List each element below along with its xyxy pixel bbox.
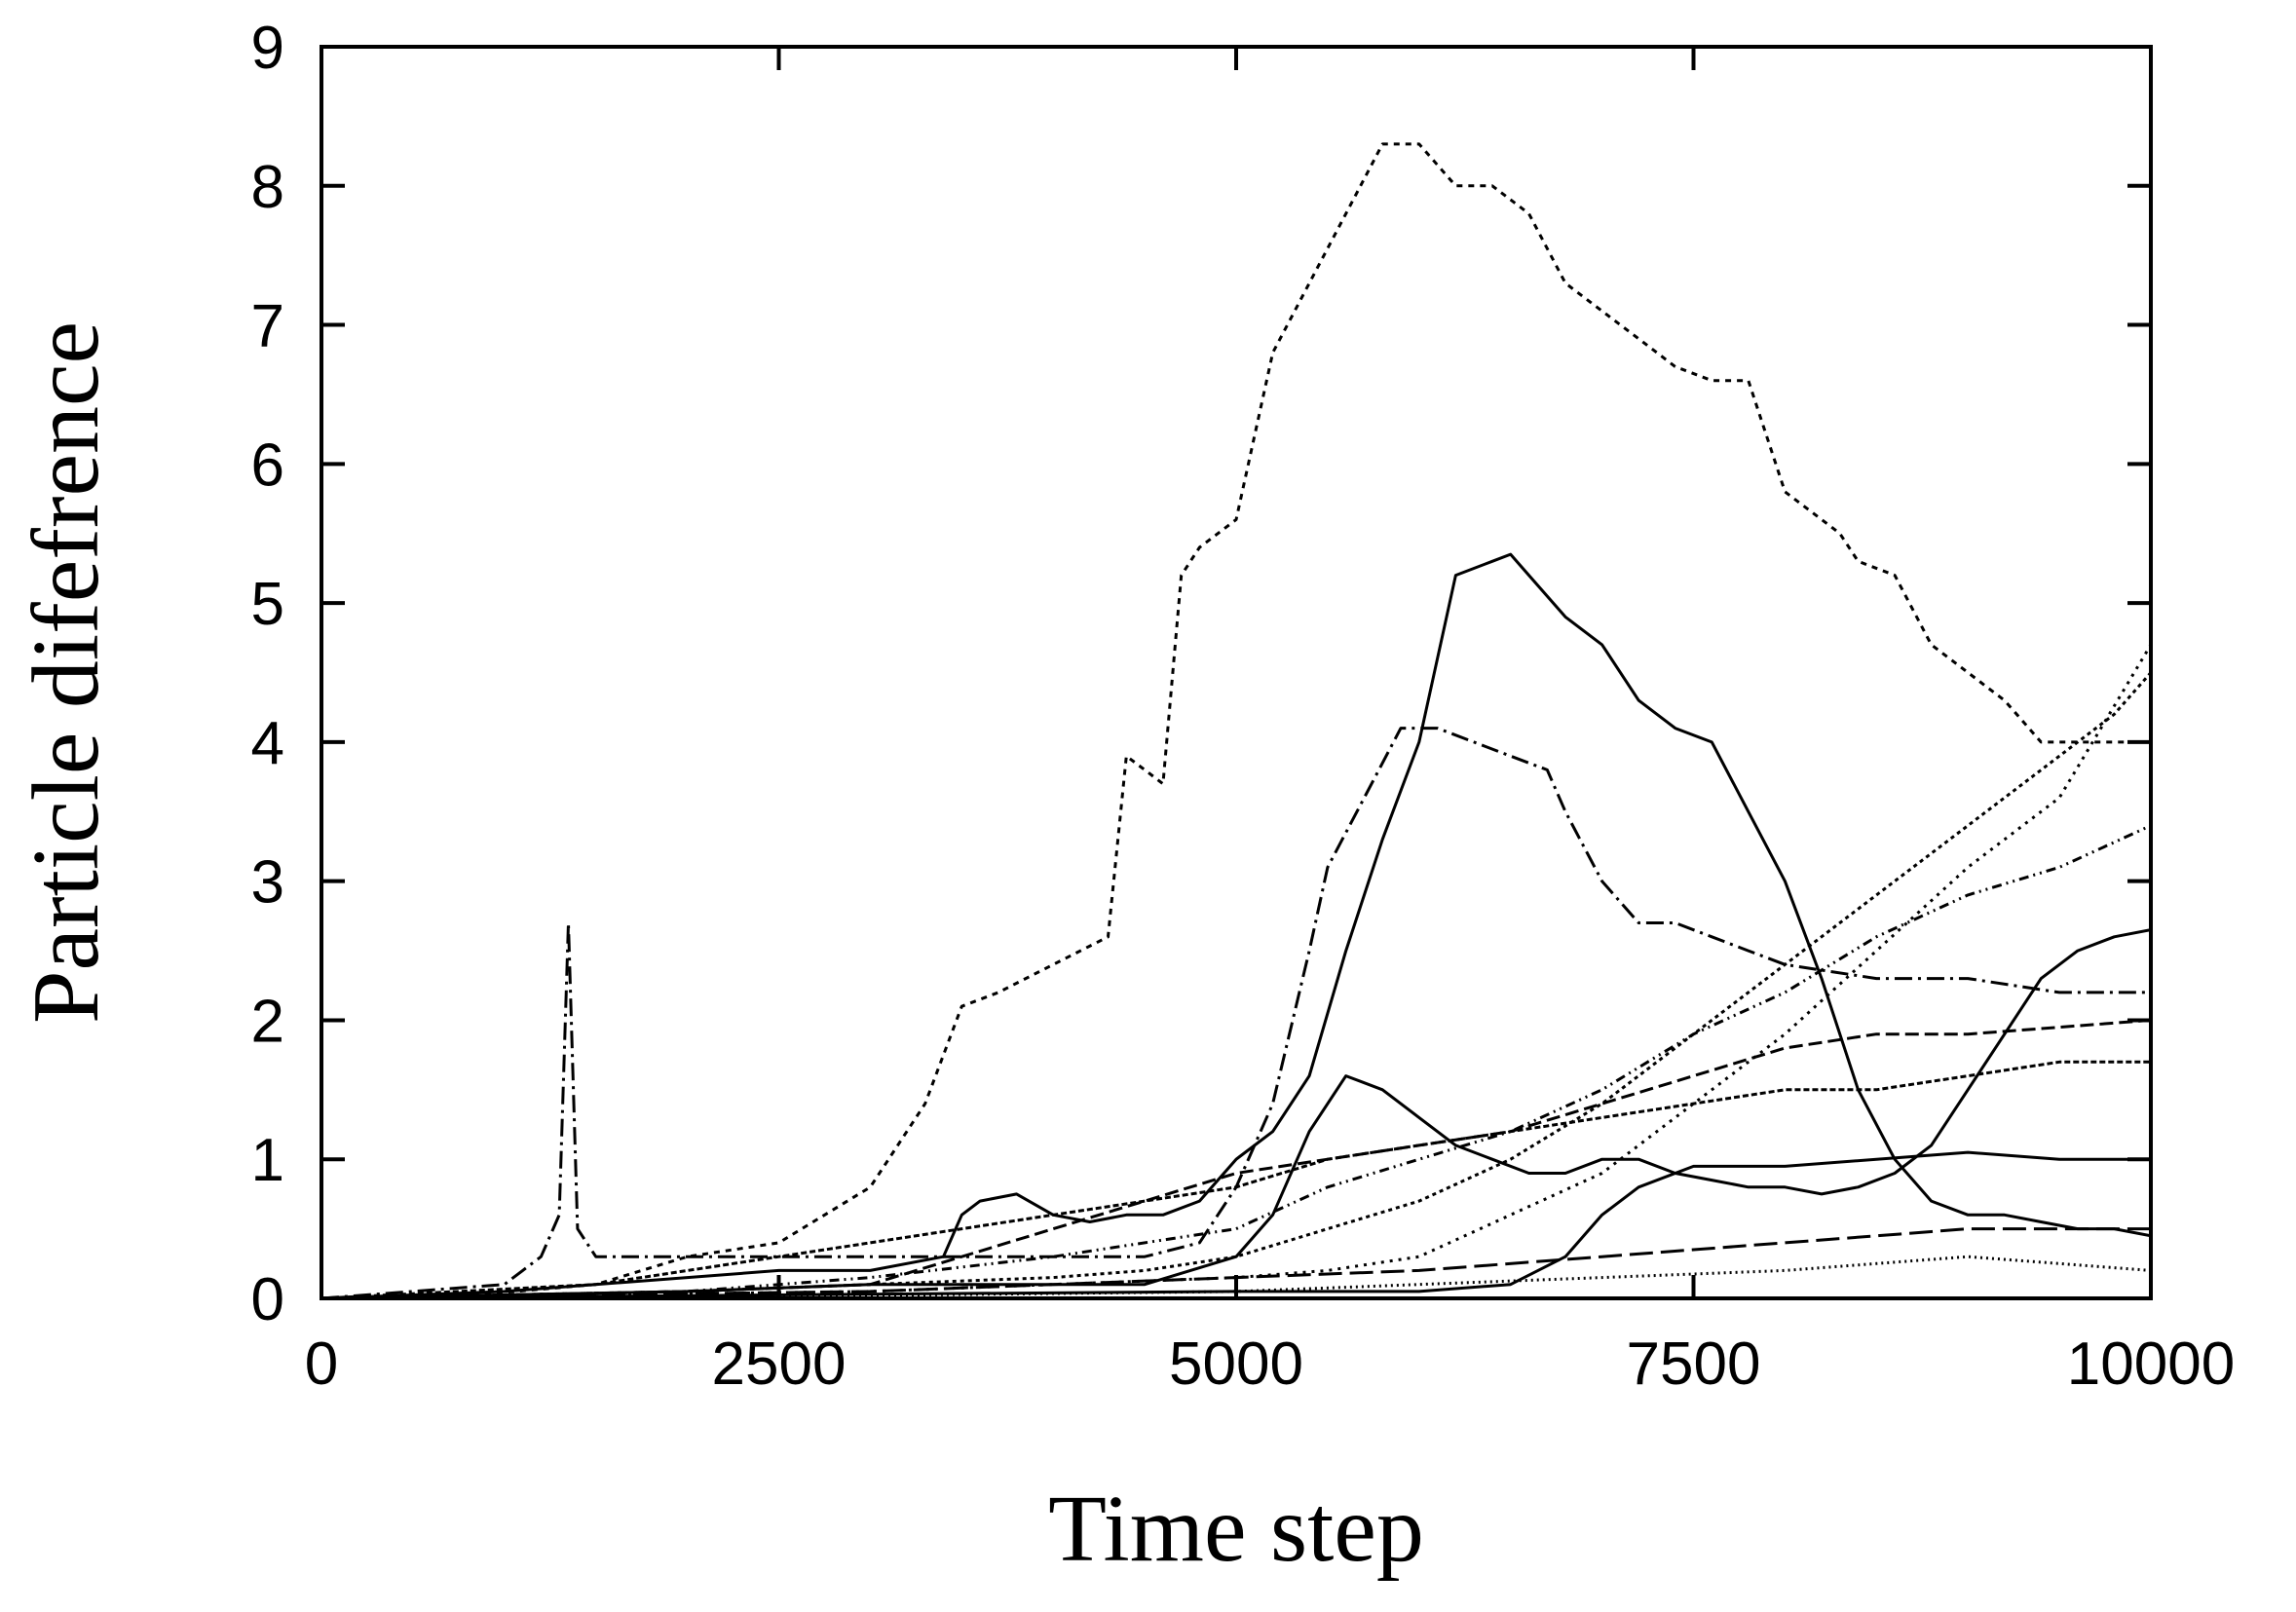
x-tick-label: 0	[305, 1331, 338, 1398]
y-tick-label: 7	[251, 293, 284, 360]
y-tick-label: 9	[251, 15, 284, 82]
series-line-5	[321, 671, 2151, 1298]
y-tick-label: 1	[251, 1127, 284, 1194]
x-tick-label: 2500	[712, 1331, 847, 1398]
series-line-1	[321, 142, 2151, 1298]
series-line-10	[321, 1227, 2151, 1298]
y-tick-label: 0	[251, 1266, 284, 1333]
y-axis-label: Particle difefrence	[14, 321, 119, 1024]
y-tick-label: 4	[251, 710, 284, 777]
series-line-3	[321, 727, 2151, 1298]
series-line-4	[321, 928, 2151, 1298]
x-axis-label: Time step	[1048, 1477, 1424, 1582]
x-tick-label: 10000	[2067, 1331, 2235, 1398]
plot-frame	[320, 45, 2153, 1300]
x-tick-label: 5000	[1169, 1331, 1303, 1398]
y-tick-label: 8	[251, 154, 284, 221]
series-line-12	[321, 1150, 2151, 1298]
y-tick-label: 2	[251, 988, 284, 1055]
series-line-8	[321, 824, 2151, 1298]
series-layer	[321, 142, 2151, 1298]
ticks-layer	[320, 45, 2153, 1300]
x-tick-label: 7500	[1627, 1331, 1761, 1398]
series-line-7	[321, 1018, 2151, 1298]
y-tick-label: 6	[251, 431, 284, 499]
y-tick-labels: 0 1 2 3 4 5 6 7 8 9	[251, 15, 284, 1333]
x-tick-labels: 0 2500 5000 7500 10000	[305, 1331, 2235, 1398]
series-line-6	[321, 644, 2151, 1298]
y-tick-label: 3	[251, 849, 284, 917]
series-line-9	[321, 1060, 2151, 1298]
y-tick-label: 5	[251, 571, 284, 638]
